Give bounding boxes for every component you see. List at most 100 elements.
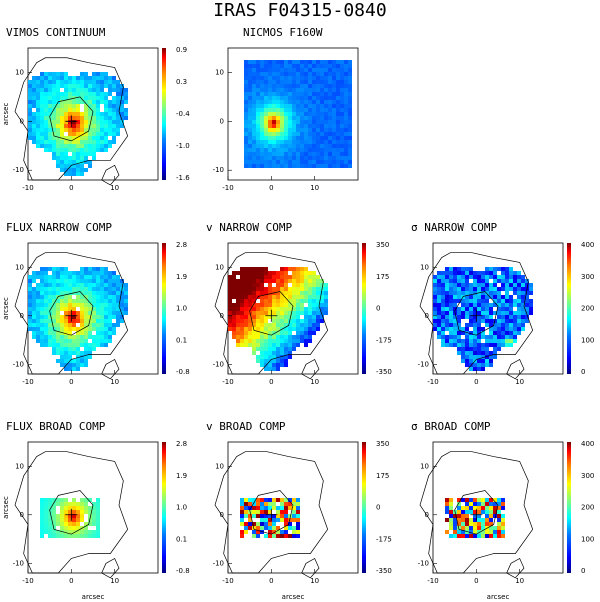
- map-cell-29-22: [344, 136, 348, 140]
- map-cell-17-15: [501, 502, 505, 506]
- map-cell-18-13: [100, 295, 104, 299]
- map-cell-9-16: [264, 112, 268, 116]
- map-cell-29-10: [344, 88, 348, 92]
- map-cell-8-17: [60, 116, 64, 120]
- map-cell-17-9: [96, 84, 100, 88]
- map-cell-3-14: [40, 104, 44, 108]
- map-cell-17-19: [501, 319, 505, 323]
- map-cell-28-5: [340, 68, 344, 72]
- map-cell-13-8: [80, 275, 84, 279]
- map-cell-12-26: [76, 347, 80, 351]
- map-cell-13-8: [485, 275, 489, 279]
- map-cell-11-20: [477, 522, 481, 526]
- map-cell-5-16: [48, 112, 52, 116]
- map-cell-22-15: [116, 303, 120, 307]
- map-cell-3-13: [445, 295, 449, 299]
- map-cell-21-7: [112, 76, 116, 80]
- map-cell-20-23: [308, 140, 312, 144]
- map-cell-16-17: [292, 311, 296, 315]
- colorbar-tick-label: 0: [581, 567, 585, 575]
- map-cell-11-14: [272, 104, 276, 108]
- map-cell-7-14: [256, 498, 260, 502]
- map-cell-0-17: [28, 311, 32, 315]
- map-cell-27-11: [336, 92, 340, 96]
- map-cell-9-20: [264, 128, 268, 132]
- map-cell-14-24: [284, 144, 288, 148]
- map-cell-27-17: [336, 116, 340, 120]
- map-cell-10-30: [473, 363, 477, 367]
- map-cell-16-18: [292, 120, 296, 124]
- map-cell-10-24: [68, 339, 72, 343]
- map-cell-21-3: [312, 60, 316, 64]
- map-cell-17-16: [501, 506, 505, 510]
- map-cell-6-18: [52, 120, 56, 124]
- map-cell-1-19: [32, 319, 36, 323]
- map-cell-16-22: [497, 530, 501, 534]
- map-cell-4-11: [449, 287, 453, 291]
- map-cell-13-14: [80, 299, 84, 303]
- map-cell-16-6: [92, 72, 96, 76]
- map-cell-10-23: [68, 335, 72, 339]
- map-cell-2-21: [441, 327, 445, 331]
- map-cell-5-27: [248, 156, 252, 160]
- map-cell-11-23: [272, 140, 276, 144]
- map-cell-17-25: [296, 343, 300, 347]
- map-cell-9-20: [264, 323, 268, 327]
- map-cell-12-14: [276, 498, 280, 502]
- map-cell-9-19: [469, 518, 473, 522]
- map-cell-15-19: [288, 124, 292, 128]
- map-cell-7-23: [256, 534, 260, 538]
- map-cell-20-7: [108, 271, 112, 275]
- map-cell-1-17: [232, 311, 236, 315]
- map-cell-4-16: [244, 112, 248, 116]
- map-cell-11-15: [477, 502, 481, 506]
- map-cell-22-17: [521, 311, 525, 315]
- map-cell-9-20: [469, 323, 473, 327]
- map-cell-8-18: [260, 315, 264, 319]
- map-cell-23-9: [120, 84, 124, 88]
- map-cell-5-25: [248, 148, 252, 152]
- map-cell-9-24: [64, 144, 68, 148]
- map-cell-13-25: [80, 148, 84, 152]
- map-cell-8-18: [60, 120, 64, 124]
- map-cell-13-9: [80, 84, 84, 88]
- map-cell-24-22: [324, 136, 328, 140]
- map-cell-17-22: [96, 530, 100, 534]
- map-cell-9-22: [264, 331, 268, 335]
- map-cell-21-11: [312, 287, 316, 291]
- map-cell-20-10: [513, 283, 517, 287]
- map-cell-9-10: [64, 283, 68, 287]
- map-cell-23-16: [320, 112, 324, 116]
- map-cell-25-18: [328, 120, 332, 124]
- map-cell-19-12: [304, 96, 308, 100]
- panel-title: FLUX NARROW COMP: [6, 221, 112, 234]
- map-cell-10-18: [473, 514, 477, 518]
- map-cell-10-11: [68, 287, 72, 291]
- map-cell-12-23: [76, 335, 80, 339]
- map-cell-12-21: [76, 327, 80, 331]
- map-cell-11-20: [477, 323, 481, 327]
- map-cell-13-8: [80, 80, 84, 84]
- map-cell-14-27: [84, 351, 88, 355]
- map-cell-13-23: [280, 335, 284, 339]
- map-cell-12-17: [276, 311, 280, 315]
- map-cell-18-17: [505, 311, 509, 315]
- map-cell-8-25: [260, 148, 264, 152]
- map-cell-5-23: [48, 335, 52, 339]
- map-cell-7-21: [461, 526, 465, 530]
- map-cell-20-17: [308, 311, 312, 315]
- map-cell-14-14: [284, 104, 288, 108]
- map-cell-18-10: [505, 283, 509, 287]
- map-cell-18-13: [300, 100, 304, 104]
- map-cell-0-11: [433, 287, 437, 291]
- map-cell-1-17: [32, 116, 36, 120]
- map-cell-19-25: [304, 148, 308, 152]
- x-tick-label: -10: [22, 577, 33, 585]
- map-cell-3-22: [445, 530, 449, 534]
- map-cell-20-20: [308, 323, 312, 327]
- map-cell-7-16: [56, 112, 60, 116]
- map-cell-13-17: [280, 116, 284, 120]
- map-cell-20-9: [308, 84, 312, 88]
- map-cell-5-21: [248, 327, 252, 331]
- y-tick-label: 10: [15, 68, 24, 76]
